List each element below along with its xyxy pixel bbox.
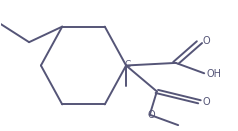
Text: C: C [124, 60, 130, 69]
Text: OH: OH [207, 69, 222, 79]
Text: O: O [147, 110, 155, 120]
Text: O: O [203, 97, 211, 107]
Text: O: O [203, 36, 211, 46]
